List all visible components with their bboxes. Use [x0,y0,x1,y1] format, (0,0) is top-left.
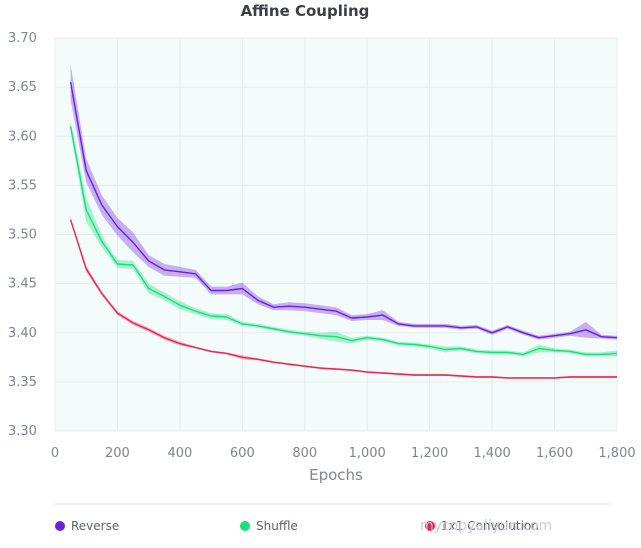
y-tick-label: 3.30 [8,424,37,439]
legend-item[interactable]: 1x1 Convolution [425,519,539,533]
y-tick-label: 3.70 [8,31,37,46]
x-axis-ticks: 0 200 400 600 800 1,000 1,200 1,400 1,600 1,800 [51,446,636,461]
legend-label: Reverse [71,519,119,533]
grid [54,37,618,432]
legend-item[interactable]: Reverse [55,519,119,533]
legend-label: Shuffle [256,519,298,533]
y-tick-label: 3.60 [8,129,37,144]
x-tick-label: 1,000 [349,446,386,461]
series-line-1x1-convolution [69,219,617,379]
x-tick-label: 600 [230,446,255,461]
x-tick-label: 800 [292,446,317,461]
series-lines [69,82,618,379]
x-tick-label: 1,600 [536,446,573,461]
x-tick-label: 1,400 [474,446,511,461]
y-tick-label: 3.35 [8,375,37,390]
chart-title: Affine Coupling [241,2,370,20]
legend-label: 1x1 Convolution [441,519,539,533]
legend-swatch [55,521,65,531]
x-axis-title: Epochs [309,466,363,484]
x-tick-label: 1,200 [411,446,448,461]
legend: Reverse Shuffle 1x1 Convolution [55,519,539,533]
x-tick-label: 400 [167,446,192,461]
y-tick-label: 3.45 [8,277,37,292]
y-axis-ticks: 3.30 3.35 3.40 3.45 3.50 3.55 3.60 3.65 3.70 [8,31,37,439]
x-tick-label: 0 [51,446,59,461]
y-tick-label: 3.40 [8,326,37,341]
legend-swatch [240,521,250,531]
series-line-shuffle [69,126,618,356]
series-line-reverse [69,82,618,339]
y-tick-label: 3.55 [8,178,37,193]
y-tick-label: 3.50 [8,228,37,243]
y-tick-label: 3.65 [8,80,37,95]
legend-item[interactable]: Shuffle [240,519,298,533]
watermark: mycopyaliyun.com [420,518,552,534]
x-tick-label: 200 [105,446,130,461]
legend-swatch [425,521,435,531]
x-tick-label: 1,800 [598,446,635,461]
